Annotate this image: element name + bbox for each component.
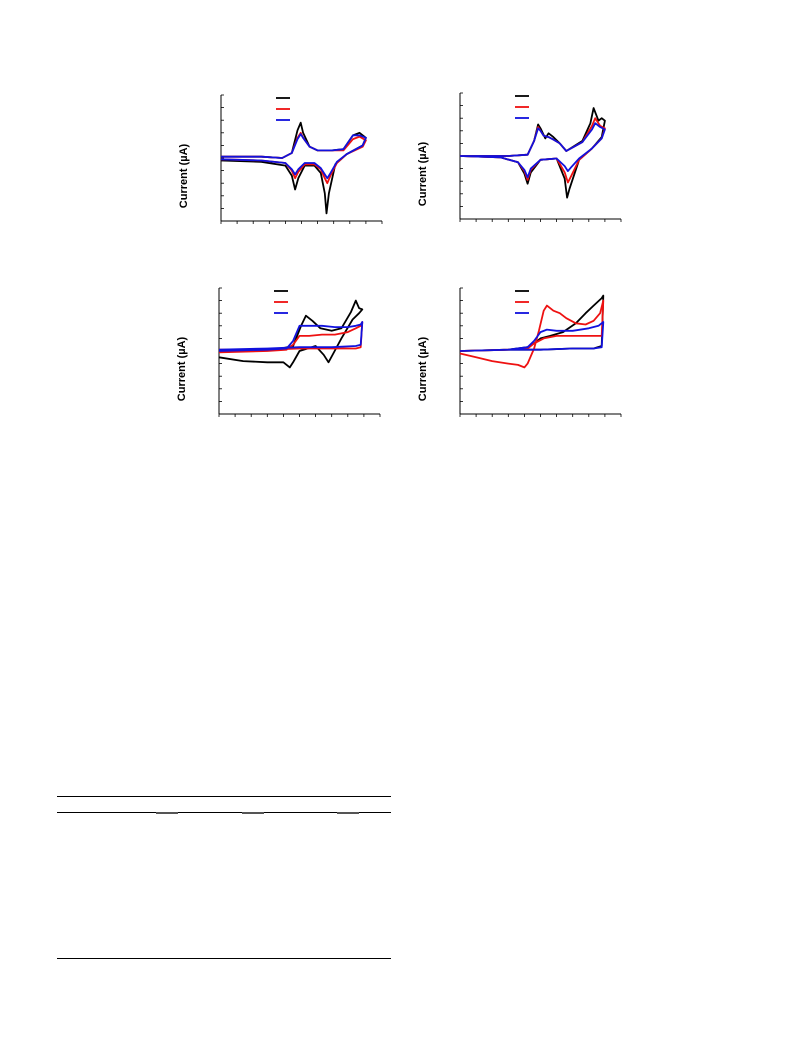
table-col-underline-1 (156, 812, 178, 814)
cv-panel-b: Current (µA) (409, 88, 624, 248)
table-top-rule (57, 796, 391, 797)
cv-trace-1 (220, 121, 367, 215)
cv-trace-2 (220, 131, 367, 185)
cv-trace-3 (459, 122, 606, 179)
cv-trace-3 (218, 321, 364, 352)
cv-trace-3 (459, 321, 605, 352)
cv-trace-1 (218, 299, 364, 369)
cv-trace-3 (220, 133, 367, 180)
cv-panel-c: Current (µA) (168, 283, 383, 443)
cv-panel-a: Current (µA) (170, 90, 385, 250)
cv-trace-2 (459, 117, 606, 184)
cv-trace-1 (459, 107, 606, 199)
cv-plot-c (218, 287, 381, 417)
cv-trace-2 (218, 321, 364, 354)
cv-plot-d (459, 287, 622, 417)
table-bottom-rule (57, 958, 391, 959)
cv-plot-b (459, 92, 622, 222)
cv-plot-a (220, 94, 383, 224)
table-header-rule (57, 812, 391, 813)
table-col-underline-3 (337, 812, 359, 814)
cv-trace-2 (459, 299, 605, 369)
cv-panel-d: Current (µA) (409, 283, 624, 443)
table-col-underline-2 (242, 812, 264, 814)
